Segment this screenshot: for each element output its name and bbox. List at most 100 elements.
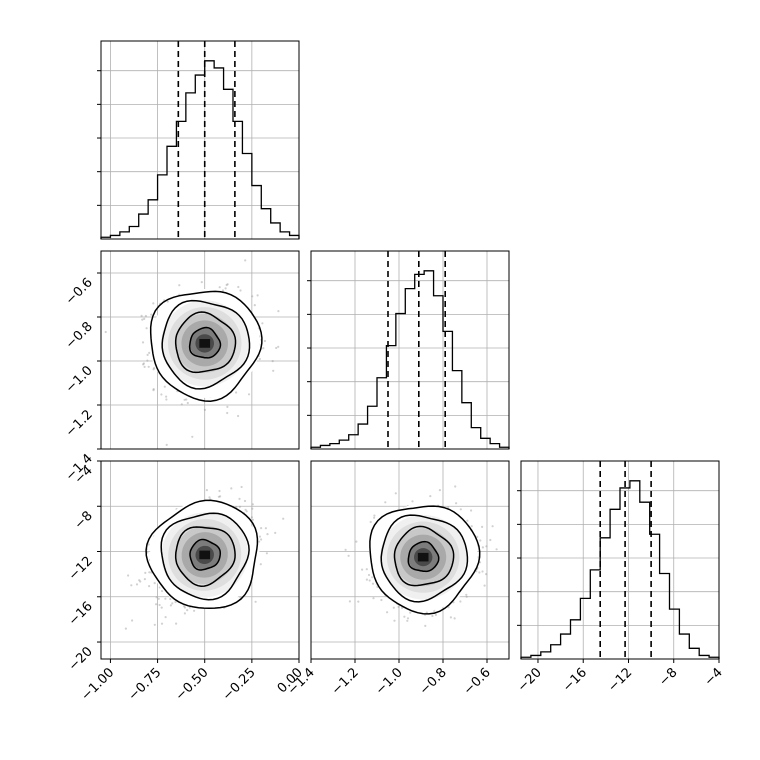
pair-0-2-point: [164, 616, 167, 619]
pair-0-1-point: [142, 363, 145, 366]
pair-0-2-point: [148, 571, 151, 574]
pair-0-1-point: [247, 393, 251, 396]
pair-0-1-point: [152, 389, 155, 392]
pair-0-1-point: [235, 391, 238, 394]
pair-1-2-point: [373, 516, 376, 519]
pair-1-2-point: [465, 595, 468, 598]
pair-0-1-point: [218, 286, 221, 289]
xtick-label-1-2: −1.0: [373, 665, 406, 698]
pair-1-2-panel: [310, 460, 510, 660]
histogram-1-bin-10: [405, 289, 414, 449]
histogram-2-step: [520, 480, 720, 659]
pair-1-2-point: [433, 610, 436, 613]
pair-1-2-contour-3: [369, 505, 481, 615]
ytick-label-2-1: −16: [66, 599, 96, 629]
pair-0-1-panel: [100, 250, 300, 450]
pair-0-2-point: [130, 584, 133, 587]
histogram-panel-0: [97, 40, 300, 240]
pair-1-2-point: [365, 578, 368, 581]
pair-1-2-point: [403, 615, 406, 618]
pair-1-2-point: [406, 619, 409, 622]
histogram-1-bin-2: [330, 444, 339, 449]
pair-0-2-point: [264, 527, 267, 530]
pair-0-2-point: [124, 627, 127, 630]
pair-0-2-point: [139, 580, 142, 583]
pair-0-1-point: [185, 398, 188, 401]
pair-0-1-point: [239, 289, 242, 292]
pair-1-2-point: [371, 582, 375, 585]
pair-0-2-point: [218, 489, 221, 493]
pair-0-1-point: [256, 294, 259, 297]
pair-0-1-point: [146, 353, 149, 356]
histogram-2-bin-3: [551, 645, 561, 659]
histogram-0-bin-11: [205, 61, 214, 239]
pair-0-2-contour-0: [189, 538, 222, 571]
histogram-1-bin-13: [434, 296, 443, 449]
pair-1-2-point: [454, 485, 457, 488]
pair-0-1-point: [141, 341, 145, 344]
pair-1-2-point: [470, 509, 473, 512]
pair-1-2-point: [455, 502, 458, 505]
pair-0-1-point: [152, 368, 155, 371]
histogram-0-bin-2: [120, 232, 129, 239]
pair-1-2-point: [365, 568, 368, 571]
pair-1-2-point: [485, 545, 488, 548]
pair-1-2-point: [449, 616, 452, 619]
pair-1-2-point: [466, 519, 469, 522]
pair-1-2-point: [434, 613, 437, 617]
pair-0-2-point: [238, 505, 241, 508]
pair-1-2-contour-1: [393, 525, 455, 587]
pair-0-2-point: [193, 609, 196, 612]
pair-0-1-contour-3: [149, 290, 263, 402]
pair-1-2-point: [361, 568, 364, 571]
pair-0-2-point: [238, 497, 241, 500]
pair-1-2-point: [394, 492, 397, 495]
pair-0-2-point: [183, 606, 186, 609]
histogram-1-frame: [310, 250, 510, 450]
pair-0-1-point: [200, 281, 203, 284]
pair-0-2-frame: [100, 460, 300, 660]
pair-0-2-point: [158, 603, 161, 607]
histogram-0-frame: [100, 40, 300, 240]
histogram-0-bin-7: [167, 146, 176, 239]
histogram-2-bin-16: [679, 634, 689, 659]
pair-0-2-point: [147, 543, 150, 546]
pair-0-2-panel: [100, 460, 300, 660]
pair-1-2-point: [453, 617, 456, 620]
ytick-label-2-2: −12: [66, 554, 96, 584]
pair-0-2-point: [160, 606, 163, 609]
pair-0-2-point: [205, 489, 208, 492]
xtick-label-0-3: −0.25: [220, 665, 259, 704]
xtick-label-2-4: −4: [702, 665, 726, 689]
histogram-0-bin-13: [224, 89, 233, 239]
pair-1-2-point: [481, 525, 484, 529]
histogram-0-bin-12: [214, 68, 223, 239]
pair-0-1-point: [183, 398, 186, 401]
pair-0-1-point: [271, 360, 274, 363]
pair-0-1-point: [166, 300, 169, 303]
histogram-1-bin-5: [358, 424, 367, 449]
pair-0-1-point: [272, 369, 275, 372]
histogram-panel-2: [517, 460, 720, 660]
pair-0-1-point: [141, 318, 144, 321]
pair-0-2-point: [230, 487, 233, 490]
pair-0-1-point: [226, 411, 229, 415]
xtick-label-0-0: −1.00: [78, 665, 117, 704]
pair-0-2-point: [251, 507, 254, 510]
pair-1-2-point: [393, 619, 396, 622]
xtick-label-2-3: −8: [656, 665, 680, 689]
pair-1-2-point: [438, 489, 441, 492]
ytick-label-1-4: −0.6: [63, 275, 96, 308]
pair-0-1-point: [253, 304, 256, 307]
histogram-2-bin-7: [590, 570, 600, 659]
pair-0-1-contour-1: [174, 311, 237, 374]
pair-0-2-point: [260, 538, 263, 541]
pair-0-2-point: [259, 563, 262, 566]
histogram-1-bin-17: [471, 428, 480, 449]
pair-0-2-point: [135, 583, 139, 586]
pair-1-2-point: [386, 611, 389, 614]
histogram-0-bin-18: [271, 223, 280, 239]
pair-0-2-point: [235, 505, 238, 509]
histogram-1-bin-16: [462, 403, 471, 449]
pair-0-1-point: [152, 388, 155, 391]
